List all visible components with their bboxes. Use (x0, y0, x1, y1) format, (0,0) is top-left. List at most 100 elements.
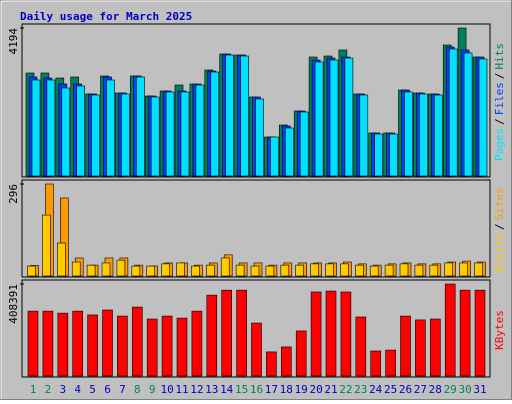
bar (355, 316, 367, 377)
bar (310, 291, 322, 377)
x-tick-label: 25 (384, 383, 397, 396)
bar (444, 283, 456, 377)
x-tick-label: 2 (45, 383, 52, 396)
x-tick-label: 10 (160, 383, 173, 396)
legend: Pages / Files / Hits (493, 43, 506, 161)
bar (429, 264, 439, 277)
x-tick-label: 24 (369, 383, 383, 396)
x-tick-label: 5 (89, 383, 96, 396)
x-tick-label: 21 (324, 383, 337, 396)
bar (448, 48, 458, 177)
bar (255, 98, 264, 177)
chart-title: Daily usage for March 2025 (20, 10, 192, 23)
bar (415, 319, 426, 377)
legend-entry: Visits (493, 233, 506, 273)
bar (86, 264, 96, 277)
x-tick-label: 1 (30, 383, 37, 396)
bar (161, 315, 173, 377)
bar (121, 93, 130, 177)
bar (161, 263, 170, 277)
bar (191, 265, 200, 277)
bar (76, 85, 85, 177)
bar (56, 242, 66, 277)
bar (206, 264, 215, 277)
legend-separator: / (493, 73, 506, 80)
bar (27, 310, 39, 377)
bar (195, 84, 205, 177)
bar (180, 91, 190, 177)
bar (31, 79, 41, 177)
bar (270, 136, 279, 177)
x-tick-label: 3 (59, 383, 66, 396)
bar (71, 261, 81, 277)
bar (399, 263, 409, 277)
bar (310, 263, 319, 277)
bar (191, 310, 203, 377)
legend-entry: Hits (493, 43, 506, 70)
bar (374, 133, 384, 177)
bar (459, 289, 471, 377)
bar (295, 330, 307, 377)
bar (176, 317, 188, 377)
x-tick-label: 31 (473, 383, 486, 396)
bar (265, 265, 275, 277)
bar (146, 318, 158, 377)
bar (220, 257, 230, 277)
bar (165, 91, 175, 177)
x-tick-label: 19 (295, 383, 308, 396)
bar (266, 351, 277, 377)
bar (102, 309, 113, 377)
bar (106, 79, 115, 177)
x-tick-label: 11 (175, 383, 188, 396)
bar (150, 96, 160, 177)
bar (221, 289, 232, 377)
x-tick-label: 14 (220, 383, 234, 396)
bar (384, 264, 394, 277)
x-tick-label: 28 (429, 383, 442, 396)
bar (131, 265, 141, 277)
legend: KBytes (493, 310, 506, 350)
bar (444, 262, 454, 277)
bar (240, 55, 249, 177)
bar (251, 322, 262, 377)
x-tick-label: 15 (235, 383, 248, 396)
bar (61, 87, 71, 177)
y-tick-label: 4194 (7, 28, 20, 55)
bar (72, 310, 83, 377)
x-tick-label: 6 (104, 383, 111, 396)
bar (225, 54, 234, 177)
bar (340, 291, 352, 377)
bar (136, 76, 145, 177)
legend-entry: Pages (493, 128, 506, 161)
legend-separator: / (493, 223, 506, 230)
bar (325, 290, 337, 377)
x-tick-label: 7 (119, 383, 126, 396)
x-tick-label: 8 (134, 383, 141, 396)
bar (117, 315, 128, 377)
bar (27, 265, 36, 277)
bar (433, 94, 443, 177)
bar (344, 57, 354, 177)
bar (478, 58, 488, 177)
bar (474, 289, 486, 377)
x-tick-label: 27 (414, 383, 427, 396)
bar (42, 310, 54, 377)
bar (91, 94, 100, 177)
bar (46, 79, 56, 177)
legend-entry: KBytes (493, 310, 506, 350)
bar (87, 314, 98, 377)
bar (474, 262, 483, 277)
bar (414, 264, 424, 277)
bar (459, 262, 468, 277)
bar (295, 264, 305, 277)
panel (21, 179, 491, 278)
x-tick-label: 26 (399, 383, 412, 396)
x-tick-label: 13 (205, 383, 218, 396)
bar (101, 262, 111, 277)
bar (235, 264, 245, 277)
legend-entry: Files (493, 82, 506, 115)
bar (146, 265, 155, 277)
bar (314, 61, 324, 177)
bar (284, 127, 294, 177)
bar (280, 264, 290, 277)
